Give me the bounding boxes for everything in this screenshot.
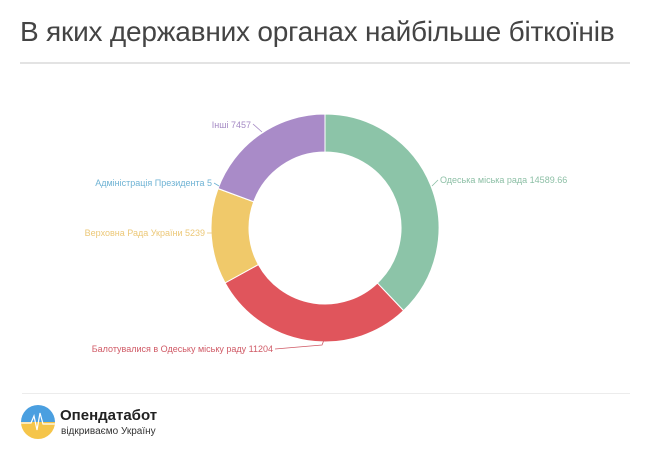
label-leader-lines [207,123,439,350]
donut-slice [224,263,405,343]
footer-divider [22,393,630,394]
label-verkhovna-rada: Верховна Рада України 5239 [85,228,205,238]
donut-slices [210,113,440,343]
title-divider [20,62,630,64]
label-odesa-candidates: Балотувалися в Одеську міську раду 11204 [92,344,273,354]
donut-slice [217,113,326,203]
brand-name: Опендатабот [60,407,158,424]
label-presidential-administration: Адміністрація Президента 5 [95,178,212,188]
opendatabot-logo-icon [21,405,55,439]
brand-tagline: відкриваємо Україну [61,426,156,437]
donut-chart: Одеська міська рада 14589.66 Балотувалис… [85,113,567,354]
donut-slice [210,187,260,284]
label-others: Інші 7457 [212,120,251,130]
chart-title: В яких державних органах найбільше бітко… [20,16,615,47]
label-odesa-council: Одеська міська рада 14589.66 [440,175,567,185]
donut-slice [324,113,440,312]
